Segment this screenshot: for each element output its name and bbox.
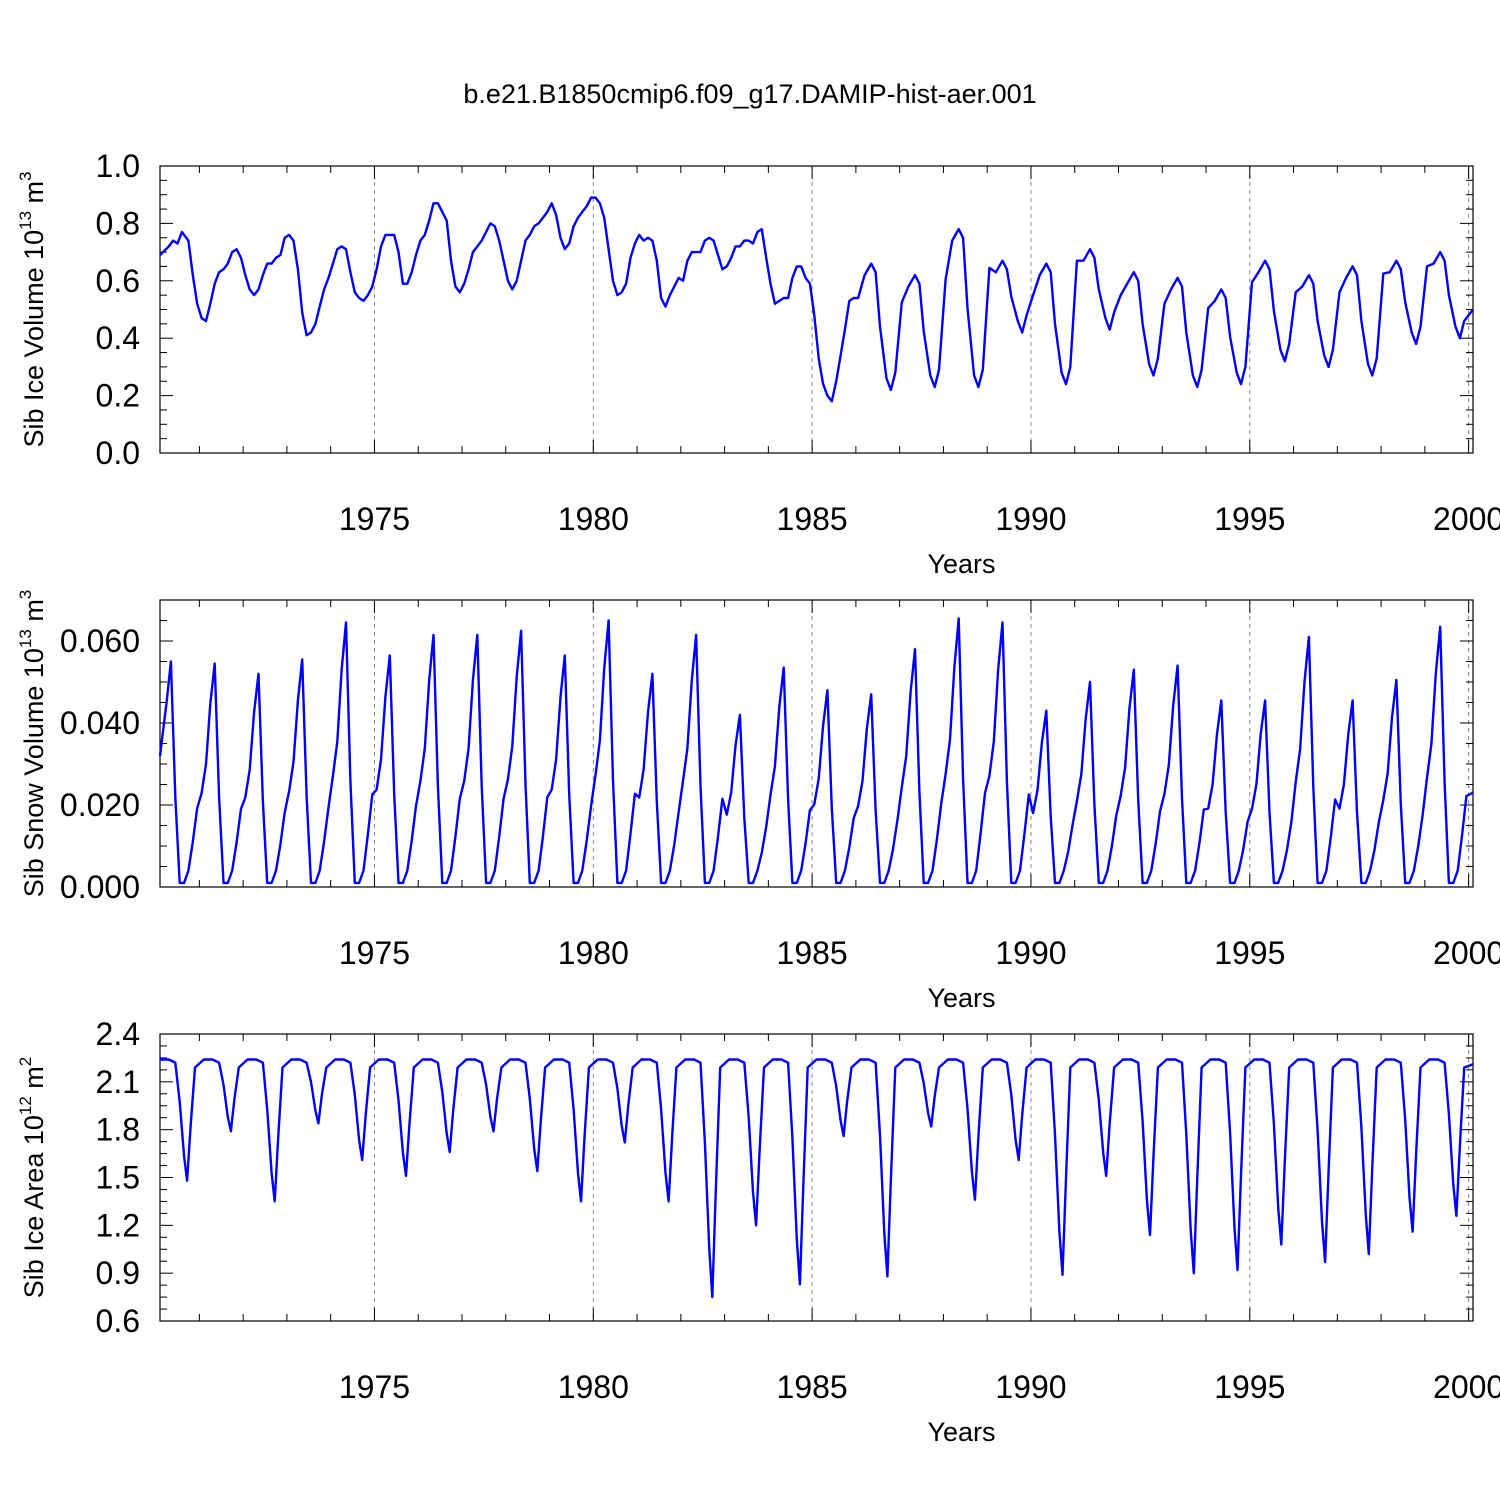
x-tick-label: 1995 <box>1214 1369 1285 1405</box>
x-tick-label: 1975 <box>339 1369 410 1405</box>
y-axis-title-exponent: 13 <box>16 629 35 648</box>
y-tick-label: 0.9 <box>96 1255 140 1291</box>
x-tick-label: 1985 <box>777 501 848 537</box>
y-axis-title-unit-exponent: 3 <box>16 590 35 599</box>
x-axis-title: Years <box>927 983 995 1013</box>
x-tick-label: 2000 <box>1433 1369 1500 1405</box>
y-tick-label: 0.000 <box>60 869 140 905</box>
x-tick-label: 1995 <box>1214 935 1285 971</box>
x-tick-label: 2000 <box>1433 935 1500 971</box>
y-axis-title-main: Sib Ice Area 10 <box>19 1115 49 1298</box>
y-tick-label: 0.060 <box>60 623 140 659</box>
series-line <box>159 196 1474 403</box>
panel-ice-volume: 0.0 0.2 0.4 0.6 0.8 1.0 1975 1980 1985 1990 1995 20… <box>16 148 1500 579</box>
x-tick-label: 1980 <box>558 501 629 537</box>
y-tick-label: 2.4 <box>96 1016 140 1052</box>
y-tick-label: 0.0 <box>96 435 140 471</box>
y-axis-title-main: Sib Snow Volume 10 <box>19 648 49 897</box>
x-tick-label: 1980 <box>558 935 629 971</box>
y-axis-title-exponent: 12 <box>16 1096 35 1115</box>
y-tick-label: 1.8 <box>96 1112 140 1148</box>
x-tick-label: 1975 <box>339 935 410 971</box>
y-tick-label: 0.6 <box>96 1303 140 1339</box>
y-axis-title-unit: m <box>19 599 49 629</box>
y-axis-title-exponent: 13 <box>16 211 35 230</box>
x-tick-label: 1980 <box>558 1369 629 1405</box>
y-axis-title-unit: m <box>19 1066 49 1096</box>
x-tick-label: 1990 <box>995 1369 1066 1405</box>
x-tick-label: 1990 <box>995 501 1066 537</box>
y-axis-title-unit-exponent: 3 <box>16 171 35 180</box>
x-tick-label: 1975 <box>339 501 410 537</box>
y-tick-label: 0.2 <box>96 378 140 414</box>
series-line <box>160 1058 1474 1299</box>
y-tick-label: 1.0 <box>96 148 140 184</box>
y-tick-label: 1.5 <box>96 1160 140 1196</box>
y-tick-label: 0.020 <box>60 787 140 823</box>
y-axis-title-unit: m <box>19 181 49 211</box>
panel-ice-area: 0.6 0.9 1.2 1.5 1.8 2.1 2.4 1975 1980 1985 1990 199… <box>16 1016 1500 1447</box>
x-tick-label: 2000 <box>1433 501 1500 537</box>
x-tick-label: 1990 <box>995 935 1066 971</box>
y-tick-label: 2.1 <box>96 1064 140 1100</box>
x-axis-title: Years <box>927 549 995 579</box>
y-tick-label: 0.6 <box>96 263 140 299</box>
y-axis-title: Sib Snow Volume 1013 m3 <box>16 590 49 898</box>
x-tick-label: 1985 <box>777 1369 848 1405</box>
y-axis-title: Sib Ice Area 1012 m2 <box>16 1057 49 1299</box>
y-axis-title-unit-exponent: 2 <box>16 1057 35 1066</box>
y-tick-label: 0.4 <box>96 320 140 356</box>
x-axis-title: Years <box>927 1417 995 1447</box>
y-tick-label: 0.8 <box>96 205 140 241</box>
x-tick-label: 1995 <box>1214 501 1285 537</box>
series-line <box>158 617 1474 885</box>
figure-title: b.e21.B1850cmip6.f09_g17.DAMIP-hist-aer.… <box>463 79 1036 109</box>
y-tick-label: 1.2 <box>96 1207 140 1243</box>
x-tick-label: 1985 <box>777 935 848 971</box>
y-axis-title: Sib Ice Volume 1013 m3 <box>16 171 49 447</box>
panel-snow-volume: 0.000 0.020 0.040 0.060 1975 1980 1985 1990 1995… <box>16 590 1500 1013</box>
y-axis-title-main: Sib Ice Volume 10 <box>19 230 49 448</box>
y-tick-label: 0.040 <box>60 705 140 741</box>
